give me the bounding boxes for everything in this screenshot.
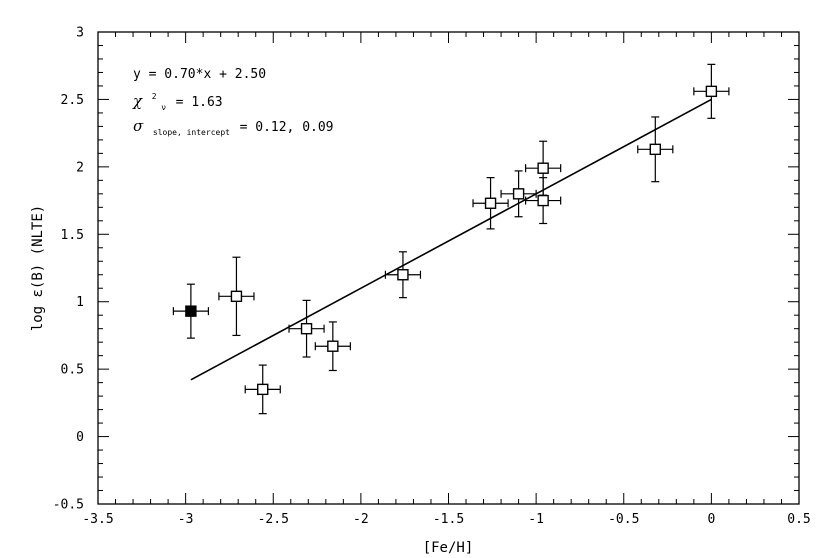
x-tick-label: 0.5 [787,512,810,527]
open-square-marker [257,383,269,396]
open-data-point [525,177,562,225]
x-tick-label: -2 [353,512,369,527]
y-axis-label: log ε(B) (NLTE) [30,205,46,331]
x-tick-label: -3 [178,512,194,527]
y-tick-label: 1 [76,295,84,310]
chi-symbol: χ [132,92,143,110]
data-points [172,63,730,415]
y-tick-label: 1.5 [61,228,84,243]
open-square-marker [230,290,243,303]
x-tick-label: 0 [707,512,715,527]
sigma-value: = 0.12, 0.09 [240,120,334,135]
y-tick-labels: -0.5 0 0.5 1 1.5 2 2.5 3 [53,26,84,513]
open-data-point [288,299,325,358]
open-data-point [218,256,255,337]
open-data-point [244,364,281,415]
open-square-marker [397,269,409,281]
open-square-marker [484,197,497,209]
chi-superscript: 2 [152,92,157,101]
x-tick-label: -2.5 [258,512,289,527]
open-data-point [314,321,351,372]
x-axis-label: [Fe/H] [423,540,474,556]
y-tick-label: -0.5 [53,498,84,513]
sigma-subscript: slope, intercept [153,128,230,137]
fit-line [190,98,712,381]
open-square-marker [512,188,525,200]
open-square-marker [649,143,661,156]
open-data-point [500,170,537,218]
x-tick-label: -3.5 [82,512,113,527]
open-square-marker [705,85,718,98]
open-data-point [384,251,422,299]
chi-value: = 1.63 [176,95,223,110]
open-data-point [637,116,674,183]
fit-equation: y = 0.70*x + 2.50 [133,67,266,82]
y-tick-label: 0.5 [61,363,84,378]
y-tick-label: 3 [76,26,84,41]
y-tick-label: 2.5 [61,93,84,108]
open-square-marker [537,162,549,174]
sigma-symbol: σ [133,117,144,135]
x-tick-label: -1.5 [433,512,464,527]
open-square-marker [537,194,549,207]
x-tick-labels: -3.5 -3 -2.5 -2 -1.5 -1 -0.5 0 0.5 [82,512,810,527]
x-tick-label: -1 [528,512,544,527]
open-square-marker [300,322,313,335]
x-tick-label: -0.5 [608,512,639,527]
chi-subscript: ν [161,103,166,112]
sigma-annotation: σ slope, intercept = 0.12, 0.09 [133,116,334,139]
y-tick-label: 0 [76,430,84,445]
filled-square-marker [185,305,197,317]
open-square-marker [327,340,339,352]
filled-data-point [172,283,210,339]
fit-annotation: y = 0.70*x + 2.50 χ 2 ν = 1.63 σ slope, … [132,67,334,139]
chi-square-annotation: χ 2 ν = 1.63 [132,84,223,114]
open-data-point [472,177,509,230]
open-data-point [693,63,730,119]
axis-ticks [97,31,800,505]
y-tick-label: 2 [76,160,84,175]
fit-line-group [190,98,712,381]
